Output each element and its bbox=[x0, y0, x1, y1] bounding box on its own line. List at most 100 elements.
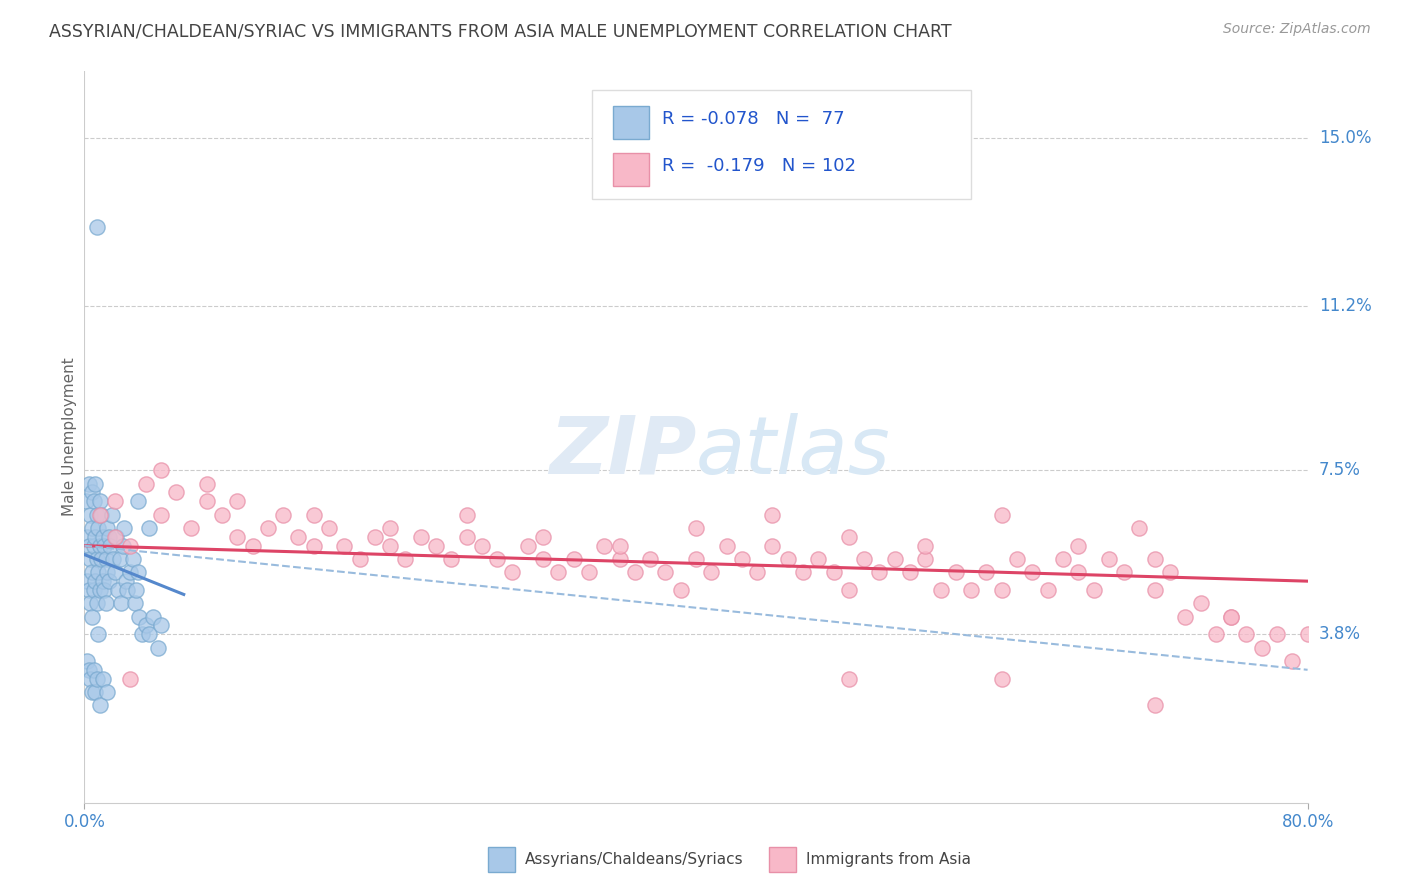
Point bbox=[89, 494, 111, 508]
Point bbox=[302, 539, 325, 553]
Point bbox=[94, 552, 117, 566]
Point bbox=[456, 508, 478, 522]
Point bbox=[86, 596, 108, 610]
Point bbox=[107, 582, 129, 597]
Point bbox=[80, 485, 103, 500]
Point bbox=[1067, 566, 1090, 580]
Point bbox=[929, 582, 952, 597]
Point bbox=[80, 685, 103, 699]
Point bbox=[84, 574, 107, 589]
Text: 11.2%: 11.2% bbox=[1319, 297, 1371, 315]
Point bbox=[93, 582, 115, 597]
Point bbox=[685, 521, 707, 535]
Point bbox=[823, 566, 845, 580]
Point bbox=[90, 552, 112, 566]
Point bbox=[138, 627, 160, 641]
Point bbox=[456, 530, 478, 544]
Point bbox=[97, 530, 120, 544]
Point bbox=[90, 508, 112, 522]
Point bbox=[77, 663, 100, 677]
Point bbox=[91, 574, 114, 589]
Point bbox=[1372, 685, 1395, 699]
Point bbox=[1005, 552, 1028, 566]
Point bbox=[1114, 566, 1136, 580]
Point bbox=[1205, 627, 1227, 641]
Point bbox=[991, 672, 1014, 686]
Point bbox=[898, 566, 921, 580]
Point bbox=[1143, 582, 1166, 597]
Point bbox=[125, 582, 148, 597]
Point bbox=[883, 552, 905, 566]
Point bbox=[380, 539, 402, 553]
Text: R =  -0.179   N = 102: R = -0.179 N = 102 bbox=[662, 157, 856, 175]
Point bbox=[807, 552, 830, 566]
Text: Immigrants from Asia: Immigrants from Asia bbox=[806, 852, 972, 867]
Point bbox=[761, 539, 783, 553]
Point bbox=[547, 566, 569, 580]
Point bbox=[302, 508, 325, 522]
Text: 3.8%: 3.8% bbox=[1319, 625, 1361, 643]
Point bbox=[83, 494, 105, 508]
Point bbox=[685, 552, 707, 566]
FancyBboxPatch shape bbox=[488, 847, 515, 872]
Point bbox=[440, 552, 463, 566]
Point bbox=[1143, 552, 1166, 566]
Point bbox=[98, 539, 121, 553]
Point bbox=[1098, 552, 1121, 566]
Point bbox=[83, 582, 105, 597]
Point bbox=[226, 494, 249, 508]
Point bbox=[486, 552, 509, 566]
Point bbox=[135, 618, 157, 632]
Point bbox=[578, 566, 600, 580]
Point bbox=[1021, 566, 1043, 580]
Point bbox=[87, 627, 110, 641]
Point bbox=[165, 485, 187, 500]
Point bbox=[991, 582, 1014, 597]
Point bbox=[976, 566, 998, 580]
Point bbox=[84, 685, 107, 699]
Point bbox=[77, 539, 100, 553]
Point bbox=[394, 552, 416, 566]
Point bbox=[1036, 582, 1059, 597]
Point bbox=[80, 609, 103, 624]
Point bbox=[79, 672, 101, 686]
Point bbox=[128, 609, 150, 624]
Point bbox=[86, 508, 108, 522]
Point bbox=[257, 521, 280, 535]
Point bbox=[669, 582, 692, 597]
FancyBboxPatch shape bbox=[592, 90, 972, 200]
Point bbox=[271, 508, 294, 522]
Point bbox=[89, 698, 111, 713]
Text: Assyrians/Chaldeans/Syriacs: Assyrians/Chaldeans/Syriacs bbox=[524, 852, 744, 867]
Text: ZIP: ZIP bbox=[548, 413, 696, 491]
Point bbox=[86, 672, 108, 686]
Point bbox=[103, 552, 125, 566]
Point bbox=[1265, 627, 1288, 641]
Point bbox=[195, 494, 218, 508]
Point bbox=[84, 530, 107, 544]
Point bbox=[76, 574, 98, 589]
Point bbox=[654, 566, 676, 580]
Point bbox=[120, 539, 142, 553]
Point bbox=[991, 508, 1014, 522]
Point bbox=[747, 566, 769, 580]
Point bbox=[80, 566, 103, 580]
Point bbox=[101, 508, 124, 522]
Point bbox=[89, 582, 111, 597]
Point bbox=[914, 552, 936, 566]
Point bbox=[731, 552, 754, 566]
Text: 15.0%: 15.0% bbox=[1319, 128, 1371, 147]
Point bbox=[838, 530, 860, 544]
Point bbox=[609, 552, 631, 566]
Point bbox=[80, 521, 103, 535]
Point bbox=[318, 521, 340, 535]
Point bbox=[146, 640, 169, 655]
Text: Source: ZipAtlas.com: Source: ZipAtlas.com bbox=[1223, 22, 1371, 37]
Point bbox=[110, 596, 132, 610]
Point bbox=[364, 530, 387, 544]
Point bbox=[131, 627, 153, 641]
Point bbox=[1159, 566, 1181, 580]
Point bbox=[1143, 698, 1166, 713]
Point bbox=[124, 596, 146, 610]
Point bbox=[1189, 596, 1212, 610]
